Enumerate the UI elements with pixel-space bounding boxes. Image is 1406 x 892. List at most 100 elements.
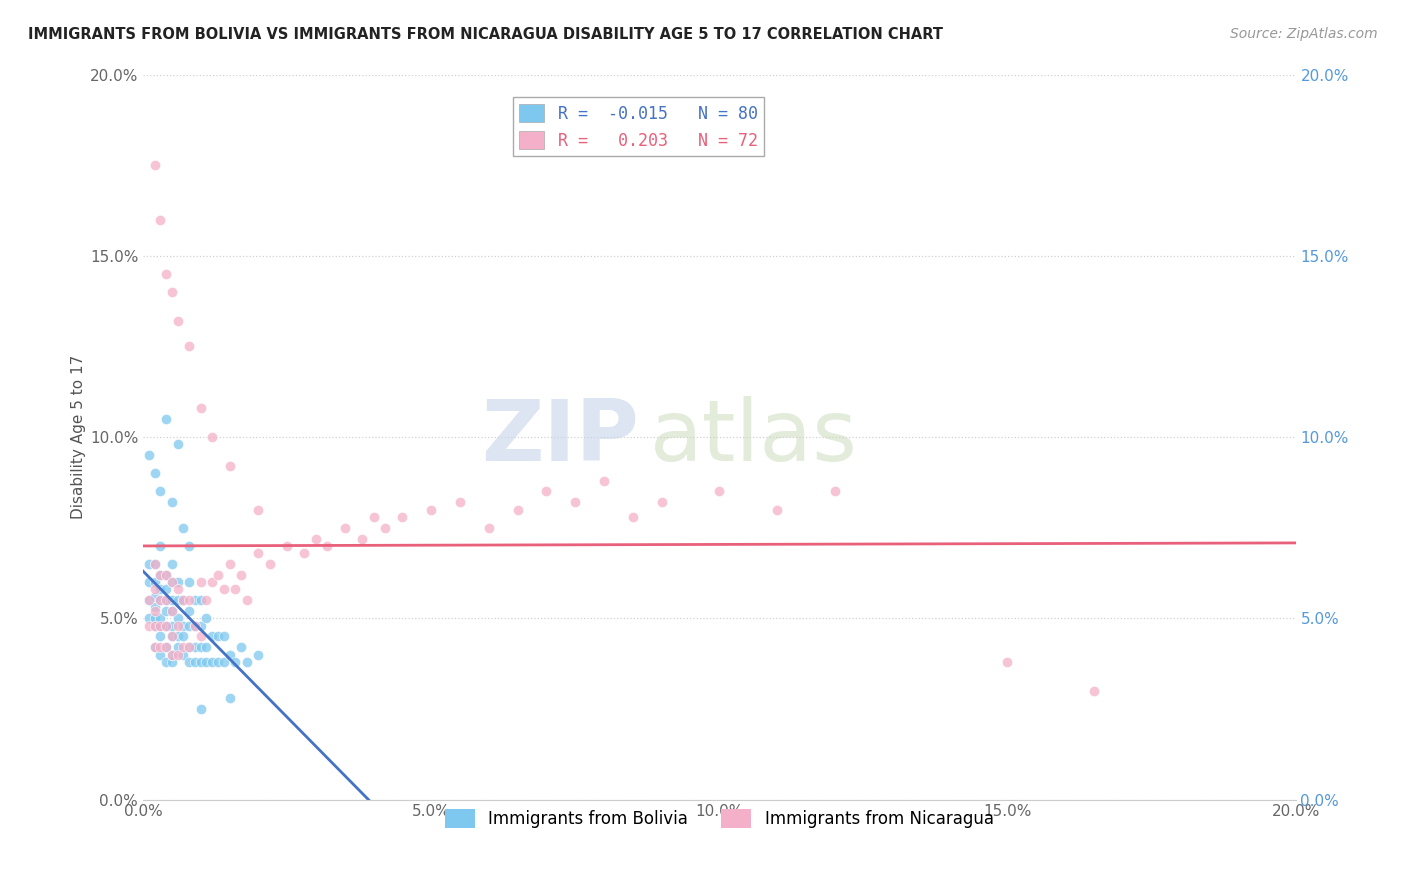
Point [236, 593, 259, 607]
Point [166, 640, 188, 655]
Point [190, 629, 212, 643]
Point [179, 655, 201, 669]
Point [247, 502, 270, 516]
Point [506, 502, 529, 516]
Point [155, 593, 177, 607]
Point [143, 574, 166, 589]
Point [190, 401, 212, 415]
Point [160, 618, 183, 632]
Point [166, 611, 188, 625]
Point [155, 640, 177, 655]
Point [224, 582, 246, 597]
Point [179, 574, 201, 589]
Point [155, 567, 177, 582]
Point [172, 640, 194, 655]
Point [160, 655, 183, 669]
Point [172, 593, 194, 607]
Point [593, 474, 616, 488]
Point [179, 618, 201, 632]
Point [201, 655, 224, 669]
Point [160, 629, 183, 643]
Point [190, 655, 212, 669]
Point [143, 590, 166, 604]
Point [259, 557, 281, 571]
Point [149, 618, 172, 632]
Point [155, 618, 177, 632]
Point [294, 546, 316, 560]
Point [212, 655, 235, 669]
Point [149, 539, 172, 553]
Point [160, 648, 183, 662]
Point [172, 629, 194, 643]
Point [149, 567, 172, 582]
Point [184, 640, 207, 655]
Point [184, 593, 207, 607]
Point [190, 702, 212, 716]
Point [352, 532, 374, 546]
Point [149, 593, 172, 607]
Point [149, 629, 172, 643]
Point [138, 618, 160, 632]
Point [138, 574, 160, 589]
Point [195, 611, 218, 625]
Point [179, 604, 201, 618]
Point [536, 484, 558, 499]
Point [179, 640, 201, 655]
Point [166, 618, 188, 632]
Point [143, 557, 166, 571]
Point [166, 574, 188, 589]
Point [138, 593, 160, 607]
Point [143, 618, 166, 632]
Point [138, 448, 160, 462]
Point [247, 648, 270, 662]
Point [179, 339, 201, 353]
Point [160, 574, 183, 589]
Point [236, 655, 259, 669]
Point [155, 640, 177, 655]
Point [138, 557, 160, 571]
Point [195, 655, 218, 669]
Point [1083, 683, 1105, 698]
Point [166, 582, 188, 597]
Point [149, 484, 172, 499]
Text: Source: ZipAtlas.com: Source: ZipAtlas.com [1230, 27, 1378, 41]
Point [155, 618, 177, 632]
Text: ZIP: ZIP [481, 395, 638, 478]
Point [621, 509, 644, 524]
Point [201, 574, 224, 589]
Point [201, 629, 224, 643]
Point [166, 629, 188, 643]
Text: atlas: atlas [650, 395, 858, 478]
Point [333, 521, 356, 535]
Point [190, 640, 212, 655]
Point [997, 655, 1019, 669]
Point [143, 557, 166, 571]
Point [247, 546, 270, 560]
Point [172, 521, 194, 535]
Point [155, 604, 177, 618]
Point [143, 158, 166, 172]
Point [155, 582, 177, 597]
Point [709, 484, 731, 499]
Point [374, 521, 396, 535]
Point [155, 267, 177, 281]
Point [316, 539, 339, 553]
Point [160, 593, 183, 607]
Point [224, 655, 246, 669]
Point [305, 532, 328, 546]
Point [160, 604, 183, 618]
Point [149, 640, 172, 655]
Point [190, 574, 212, 589]
Point [218, 557, 240, 571]
Point [179, 539, 201, 553]
Point [138, 611, 160, 625]
Point [179, 593, 201, 607]
Point [184, 618, 207, 632]
Point [363, 509, 385, 524]
Point [172, 648, 194, 662]
Point [229, 567, 252, 582]
Point [207, 655, 229, 669]
Point [212, 629, 235, 643]
Point [766, 502, 789, 516]
Point [207, 567, 229, 582]
